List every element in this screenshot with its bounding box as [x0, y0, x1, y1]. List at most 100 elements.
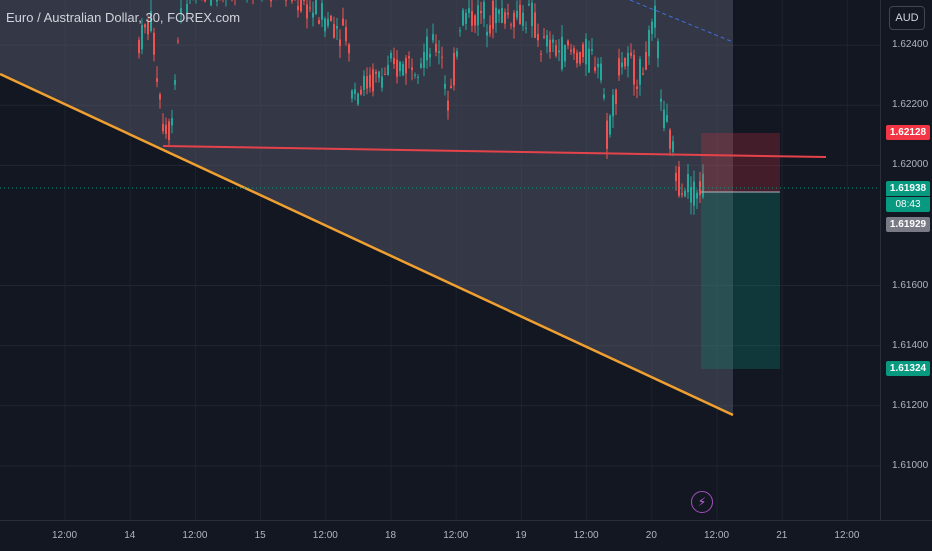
candle-body: [669, 129, 671, 149]
time-tick-label: 12:00: [182, 530, 208, 541]
candle-body: [456, 50, 458, 57]
stop-loss-zone[interactable]: [701, 133, 780, 192]
candle-body: [333, 24, 335, 38]
price-tick-label: 1.61600: [892, 279, 929, 291]
candle-body: [588, 48, 590, 73]
candle-body: [486, 31, 488, 36]
candle-body: [375, 71, 377, 74]
time-tick-label: 21: [776, 530, 788, 541]
candle-body: [684, 190, 686, 197]
currency-button[interactable]: AUD: [889, 6, 925, 30]
lightning-icon[interactable]: ⚡: [691, 491, 713, 513]
candle-body: [372, 69, 374, 92]
time-axis[interactable]: 12:00 14 12:00 15 12:00 18 12:00 19 12:00 20 12:00…: [0, 520, 932, 551]
candle-body: [567, 40, 569, 46]
candle-body: [399, 61, 401, 72]
candle-body: [177, 40, 179, 42]
candle-body: [414, 74, 416, 76]
candle-body: [348, 44, 350, 54]
candle-body: [702, 173, 704, 198]
candle-body: [606, 120, 608, 150]
candle-body: [687, 173, 689, 193]
time-tick-label: 12:00: [573, 530, 599, 541]
candle-body: [546, 35, 548, 47]
candle-body: [525, 27, 527, 29]
price-axis[interactable]: 1.62400 1.62200 1.62000 1.61600 1.61400 1.612…: [880, 0, 932, 520]
candle-body: [492, 0, 494, 29]
candle-body: [270, 0, 272, 2]
candle-body: [432, 34, 434, 41]
candle-body: [171, 118, 173, 126]
current-price-tag: 1.61938: [886, 181, 930, 196]
candle-body: [600, 63, 602, 81]
candle-body: [612, 94, 614, 117]
candle-body: [402, 64, 404, 76]
chart-area[interactable]: Euro / Australian Dollar, 30, FOREX.com …: [0, 0, 880, 520]
price-tick-label: 1.62400: [892, 39, 929, 51]
candle-body: [168, 121, 170, 141]
candle-body: [639, 58, 641, 85]
candle-body: [681, 193, 683, 195]
resistance-line[interactable]: [162, 145, 827, 158]
candle-body: [672, 141, 674, 152]
candle-body: [534, 12, 536, 38]
candle-body: [381, 76, 383, 88]
candle-body: [210, 0, 212, 6]
time-tick-label: 12:00: [443, 530, 469, 541]
candle-body: [696, 192, 698, 199]
candle-body: [291, 0, 293, 2]
candle-body: [543, 36, 545, 38]
candle-body: [555, 45, 557, 56]
candle-body: [627, 52, 629, 67]
take-profit-zone[interactable]: [701, 192, 780, 369]
candle-body: [420, 63, 422, 68]
candle-body: [447, 100, 449, 111]
candle-body: [312, 12, 314, 18]
candle-body: [165, 124, 167, 134]
candle-body: [426, 36, 428, 61]
candle-body: [363, 75, 365, 90]
candle-body: [453, 52, 455, 86]
candle-body: [309, 7, 311, 9]
time-tick-label: 12:00: [52, 530, 78, 541]
candle-body: [297, 5, 299, 11]
candle-body: [150, 11, 152, 32]
candle-body: [216, 0, 218, 2]
candle-body: [615, 89, 617, 104]
candle-body: [510, 24, 512, 26]
candle-body: [609, 115, 611, 135]
target-level-tag: 1.61324: [886, 361, 930, 376]
candle-body: [570, 49, 572, 52]
candle-body: [342, 18, 344, 26]
candle-body: [324, 18, 326, 32]
candle-body: [387, 64, 389, 75]
candle-body: [357, 93, 359, 105]
candle-body: [186, 3, 188, 14]
candlestick-series: [138, 0, 704, 215]
candle-body: [663, 109, 665, 129]
candle-body: [138, 39, 140, 54]
candle-body: [147, 22, 149, 35]
candle-body: [408, 56, 410, 59]
candle-body: [483, 1, 485, 19]
time-tick-label: 12:00: [704, 530, 730, 541]
candle-body: [564, 44, 566, 62]
candle-body: [315, 0, 317, 15]
candle-body: [318, 19, 320, 24]
candle-body: [690, 186, 692, 203]
candle-body: [396, 59, 398, 77]
candle-body: [159, 94, 161, 100]
candle-body: [582, 44, 584, 58]
candle-body: [444, 83, 446, 89]
candle-body: [144, 24, 146, 28]
candle-body: [495, 7, 497, 24]
candle-body: [504, 12, 506, 24]
candle-body: [537, 33, 539, 41]
candle-body: [306, 4, 308, 19]
blue-dashed-trendline[interactable]: [629, 0, 734, 43]
candle-body: [657, 41, 659, 59]
candle-body: [450, 85, 452, 89]
candle-body: [576, 52, 578, 64]
shaded-triangle-zone: [0, 0, 733, 414]
support-trendline[interactable]: [0, 72, 734, 417]
